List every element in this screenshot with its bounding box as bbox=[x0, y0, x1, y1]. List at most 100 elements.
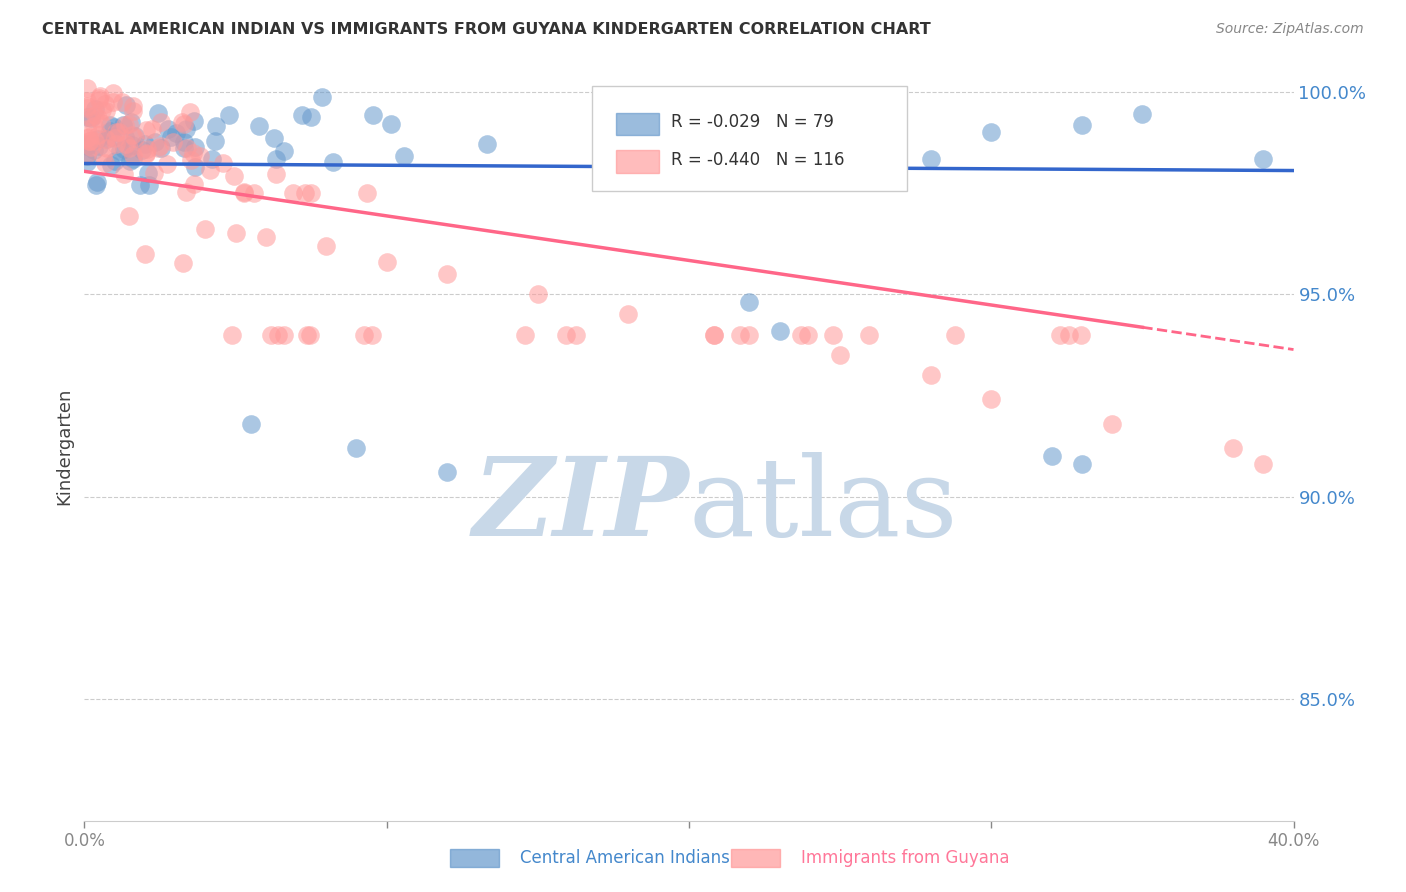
Point bbox=[1071, 118, 1094, 132]
Point bbox=[91, 103, 114, 118]
Text: atlas: atlas bbox=[689, 452, 959, 559]
Point bbox=[943, 327, 966, 342]
Point bbox=[104, 153, 127, 168]
Point bbox=[180, 153, 202, 167]
Point bbox=[1253, 152, 1275, 166]
Point bbox=[118, 153, 141, 168]
Point bbox=[728, 327, 751, 342]
Text: Immigrants from Guyana: Immigrants from Guyana bbox=[801, 849, 1010, 867]
Point bbox=[83, 143, 105, 157]
Point bbox=[738, 327, 761, 342]
Point bbox=[1070, 327, 1092, 342]
Point bbox=[392, 149, 415, 163]
Text: R = -0.440   N = 116: R = -0.440 N = 116 bbox=[671, 151, 844, 169]
Point bbox=[183, 177, 205, 191]
Point bbox=[96, 141, 118, 155]
Point bbox=[87, 93, 110, 107]
Text: Central American Indians: Central American Indians bbox=[520, 849, 730, 867]
Point bbox=[87, 112, 110, 126]
Point bbox=[266, 152, 288, 166]
Point bbox=[94, 96, 117, 111]
Point bbox=[121, 153, 143, 167]
Point bbox=[87, 128, 110, 142]
Point bbox=[87, 90, 110, 104]
Point bbox=[76, 138, 98, 153]
Point bbox=[565, 327, 588, 342]
Point bbox=[149, 138, 172, 153]
Point bbox=[91, 149, 114, 163]
Point bbox=[375, 254, 398, 268]
Point bbox=[242, 186, 264, 200]
Point bbox=[617, 307, 640, 321]
Point bbox=[112, 118, 135, 132]
Point bbox=[118, 141, 141, 155]
Point bbox=[141, 121, 163, 136]
Point bbox=[353, 327, 375, 342]
Point bbox=[122, 148, 145, 162]
Text: R = -0.029   N = 79: R = -0.029 N = 79 bbox=[671, 113, 834, 131]
Point bbox=[194, 222, 217, 236]
Bar bbox=[616, 150, 659, 172]
Point bbox=[121, 128, 143, 142]
Point bbox=[79, 140, 101, 154]
Point bbox=[222, 169, 245, 183]
Point bbox=[101, 95, 124, 109]
Point bbox=[1130, 107, 1153, 121]
Point bbox=[149, 141, 172, 155]
Point bbox=[79, 110, 101, 124]
Point bbox=[172, 255, 194, 269]
Point bbox=[136, 166, 159, 180]
Text: Source: ZipAtlas.com: Source: ZipAtlas.com bbox=[1216, 22, 1364, 37]
Point bbox=[174, 121, 197, 136]
Text: ZIP: ZIP bbox=[472, 452, 689, 559]
Bar bbox=[616, 112, 659, 135]
Point bbox=[294, 186, 316, 200]
Point bbox=[1071, 457, 1094, 471]
Point bbox=[821, 327, 844, 342]
Point bbox=[617, 112, 640, 126]
Point bbox=[1040, 449, 1063, 463]
Point bbox=[114, 136, 136, 151]
Point bbox=[920, 152, 942, 166]
Point bbox=[233, 185, 256, 199]
Text: CENTRAL AMERICAN INDIAN VS IMMIGRANTS FROM GUYANA KINDERGARTEN CORRELATION CHART: CENTRAL AMERICAN INDIAN VS IMMIGRANTS FR… bbox=[42, 22, 931, 37]
Point bbox=[90, 115, 112, 129]
Point bbox=[101, 86, 124, 100]
Point bbox=[176, 140, 198, 154]
Point bbox=[105, 125, 128, 139]
Point bbox=[295, 327, 318, 342]
Point bbox=[89, 89, 111, 103]
Point bbox=[980, 125, 1002, 139]
Point bbox=[436, 267, 458, 281]
Point bbox=[179, 104, 201, 119]
Point bbox=[143, 166, 166, 180]
FancyBboxPatch shape bbox=[592, 87, 907, 191]
Point bbox=[273, 144, 295, 158]
Point bbox=[76, 147, 98, 161]
Point bbox=[108, 144, 131, 158]
Point bbox=[94, 132, 117, 146]
Point bbox=[281, 186, 304, 200]
Point bbox=[183, 160, 205, 174]
Point bbox=[101, 130, 124, 145]
Point bbox=[198, 163, 221, 178]
Point bbox=[120, 115, 142, 129]
Point bbox=[135, 123, 157, 137]
Point bbox=[311, 90, 333, 104]
Point bbox=[233, 186, 256, 200]
Point bbox=[703, 327, 725, 342]
Point bbox=[121, 137, 143, 152]
Point bbox=[298, 327, 321, 342]
Point bbox=[135, 146, 157, 161]
Point bbox=[554, 327, 576, 342]
Point bbox=[77, 129, 100, 144]
Point bbox=[380, 118, 402, 132]
Point bbox=[264, 167, 287, 181]
Point bbox=[100, 158, 122, 172]
Point bbox=[769, 324, 792, 338]
Point bbox=[1049, 327, 1071, 342]
Point bbox=[98, 118, 121, 132]
Point bbox=[89, 139, 111, 153]
Point bbox=[114, 119, 136, 133]
Point bbox=[135, 147, 157, 161]
